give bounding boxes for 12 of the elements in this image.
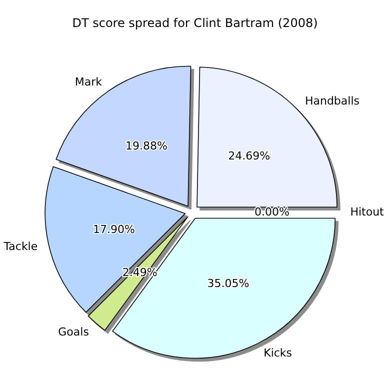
data-label: 35.05% (207, 276, 250, 290)
category-label: Hitout (350, 206, 384, 218)
slice-label: Goals (58, 326, 90, 339)
slice-label: Kicks (264, 346, 292, 360)
text: 0.00% (254, 206, 290, 218)
slice-label: Mark (74, 75, 103, 88)
data-label: 19.88% (126, 140, 168, 153)
chart-title: DT score spread for Clint Bartram (2008) (72, 16, 318, 30)
data-label: 17.90% (92, 223, 135, 236)
data-label: 24.69% (228, 149, 270, 162)
slice-label: Handballs (304, 94, 360, 108)
slice-label: Tackle (2, 240, 38, 254)
